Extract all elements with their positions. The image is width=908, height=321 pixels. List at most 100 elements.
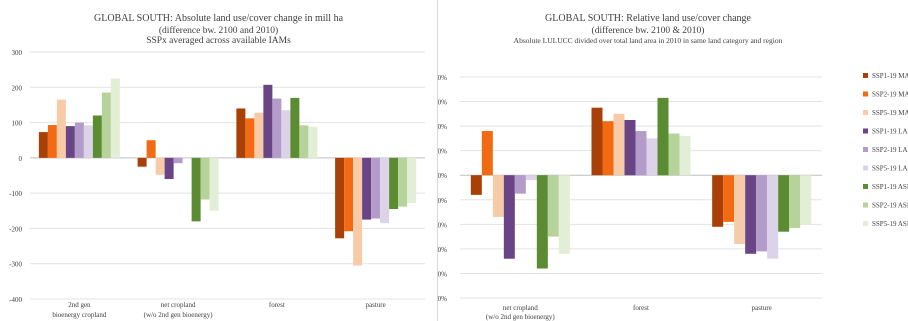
legend-label: SSP5-19 LAM: [872, 165, 908, 173]
chart-absolute-change: GLOBAL SOUTH: Absolute land use/cover ch…: [9, 13, 425, 319]
y-tick-label: 30%: [438, 99, 447, 107]
bar: [353, 157, 363, 266]
bar: [38, 132, 48, 158]
y-tick-label: 200: [12, 84, 23, 92]
bar: [712, 175, 724, 227]
y-tick-label: 0: [19, 155, 23, 163]
bar: [470, 175, 482, 195]
bar: [591, 107, 603, 176]
legend-label: SSP2-19 LAM: [872, 146, 908, 154]
chart-title: GLOBAL SOUTH: Absolute land use/cover ch…: [94, 13, 344, 24]
x-category-label: forest: [633, 304, 649, 312]
bar: [536, 175, 548, 269]
chart-relative-change: GLOBAL SOUTH: Relative land use/cover ch…: [438, 13, 908, 321]
bar: [245, 118, 255, 158]
legend-swatch: [863, 147, 868, 152]
x-category-label: pasture: [366, 301, 386, 309]
bar: [723, 175, 735, 222]
y-tick-label: -50%: [438, 295, 447, 303]
x-category-label: net cropland: [161, 301, 196, 309]
y-tick-label: 20%: [438, 123, 447, 131]
legend-label: SSP1-19 MAG: [872, 72, 908, 80]
bar: [602, 121, 614, 176]
bar: [481, 131, 493, 176]
bar: [613, 113, 625, 176]
bar: [254, 112, 264, 158]
legend-label: SSP2-19 ASIA: [872, 202, 908, 210]
bar: [362, 157, 372, 220]
legend-swatch: [863, 110, 868, 115]
bar: [83, 125, 93, 158]
bar: [734, 175, 746, 244]
bar: [101, 92, 111, 158]
y-tick-label: -200: [9, 225, 22, 233]
bar: [263, 84, 273, 158]
bar: [668, 133, 680, 176]
y-tick-label: 10%: [438, 148, 447, 156]
bar: [92, 115, 102, 158]
bar: [380, 157, 390, 224]
bar: [514, 175, 526, 194]
bar: [191, 157, 201, 222]
x-category-label: (w/o 2nd gen bioenergy): [486, 313, 556, 321]
x-category-label: pasture: [752, 304, 772, 312]
bar: [290, 97, 300, 158]
bar: [547, 175, 559, 237]
bar: [657, 97, 669, 176]
bar: [155, 157, 165, 175]
bar: [209, 157, 219, 211]
chart-subtitle: (difference bw. 2100 and 2010): [159, 25, 278, 36]
bar: [74, 122, 84, 158]
x-category-label: net cropland: [503, 304, 538, 312]
bar: [767, 175, 779, 259]
bar: [344, 157, 354, 232]
bar: [778, 175, 790, 232]
chart-title: GLOBAL SOUTH: Relative land use/cover ch…: [545, 13, 752, 24]
bar: [110, 78, 120, 158]
bar: [299, 125, 309, 158]
bar: [503, 175, 515, 259]
bar: [407, 157, 417, 204]
y-tick-label: -30%: [438, 246, 447, 254]
y-tick-label: -100: [9, 190, 22, 198]
y-tick-label: 0%: [438, 172, 447, 180]
legend-label: SSP5-19 ASIA: [872, 220, 908, 228]
chart-subtitle: SSPx averaged across available IAMs: [146, 36, 291, 46]
bar: [272, 98, 282, 158]
legend-swatch: [863, 165, 868, 171]
bar: [65, 126, 75, 158]
legend-label: SSP2-19 MAG: [872, 91, 908, 99]
legend-label: SSP1-19 ASIA: [872, 183, 908, 191]
y-tick-label: -10%: [438, 197, 447, 205]
bar: [679, 135, 691, 176]
bar: [371, 157, 381, 219]
y-tick-label: -40%: [438, 270, 447, 278]
chart-divider: [437, 0, 438, 321]
bar: [200, 157, 210, 200]
bar: [646, 138, 658, 176]
bar: [182, 157, 192, 159]
bar: [47, 125, 57, 158]
bar: [800, 175, 812, 225]
bar: [398, 157, 408, 207]
legend-swatch: [863, 73, 868, 78]
legend-swatch: [863, 128, 868, 134]
bar: [137, 157, 147, 167]
bar: [756, 175, 768, 252]
bar: [525, 175, 537, 181]
legend-swatch: [863, 184, 868, 189]
chart-subtitle: Absolute LULUCC divided over total land …: [514, 36, 783, 45]
x-category-label: bioenergy cropland: [52, 311, 107, 319]
bar: [56, 99, 66, 158]
bar: [635, 131, 647, 176]
bar: [789, 175, 801, 229]
bar: [492, 175, 504, 217]
bar: [146, 140, 156, 158]
x-category-label: (w/o 2nd gen bioenergy): [144, 311, 214, 319]
bar: [281, 110, 291, 158]
y-tick-label: 300: [12, 49, 23, 57]
bar: [164, 157, 174, 180]
x-category-label: forest: [269, 301, 285, 309]
y-tick-label: -400: [9, 296, 22, 304]
